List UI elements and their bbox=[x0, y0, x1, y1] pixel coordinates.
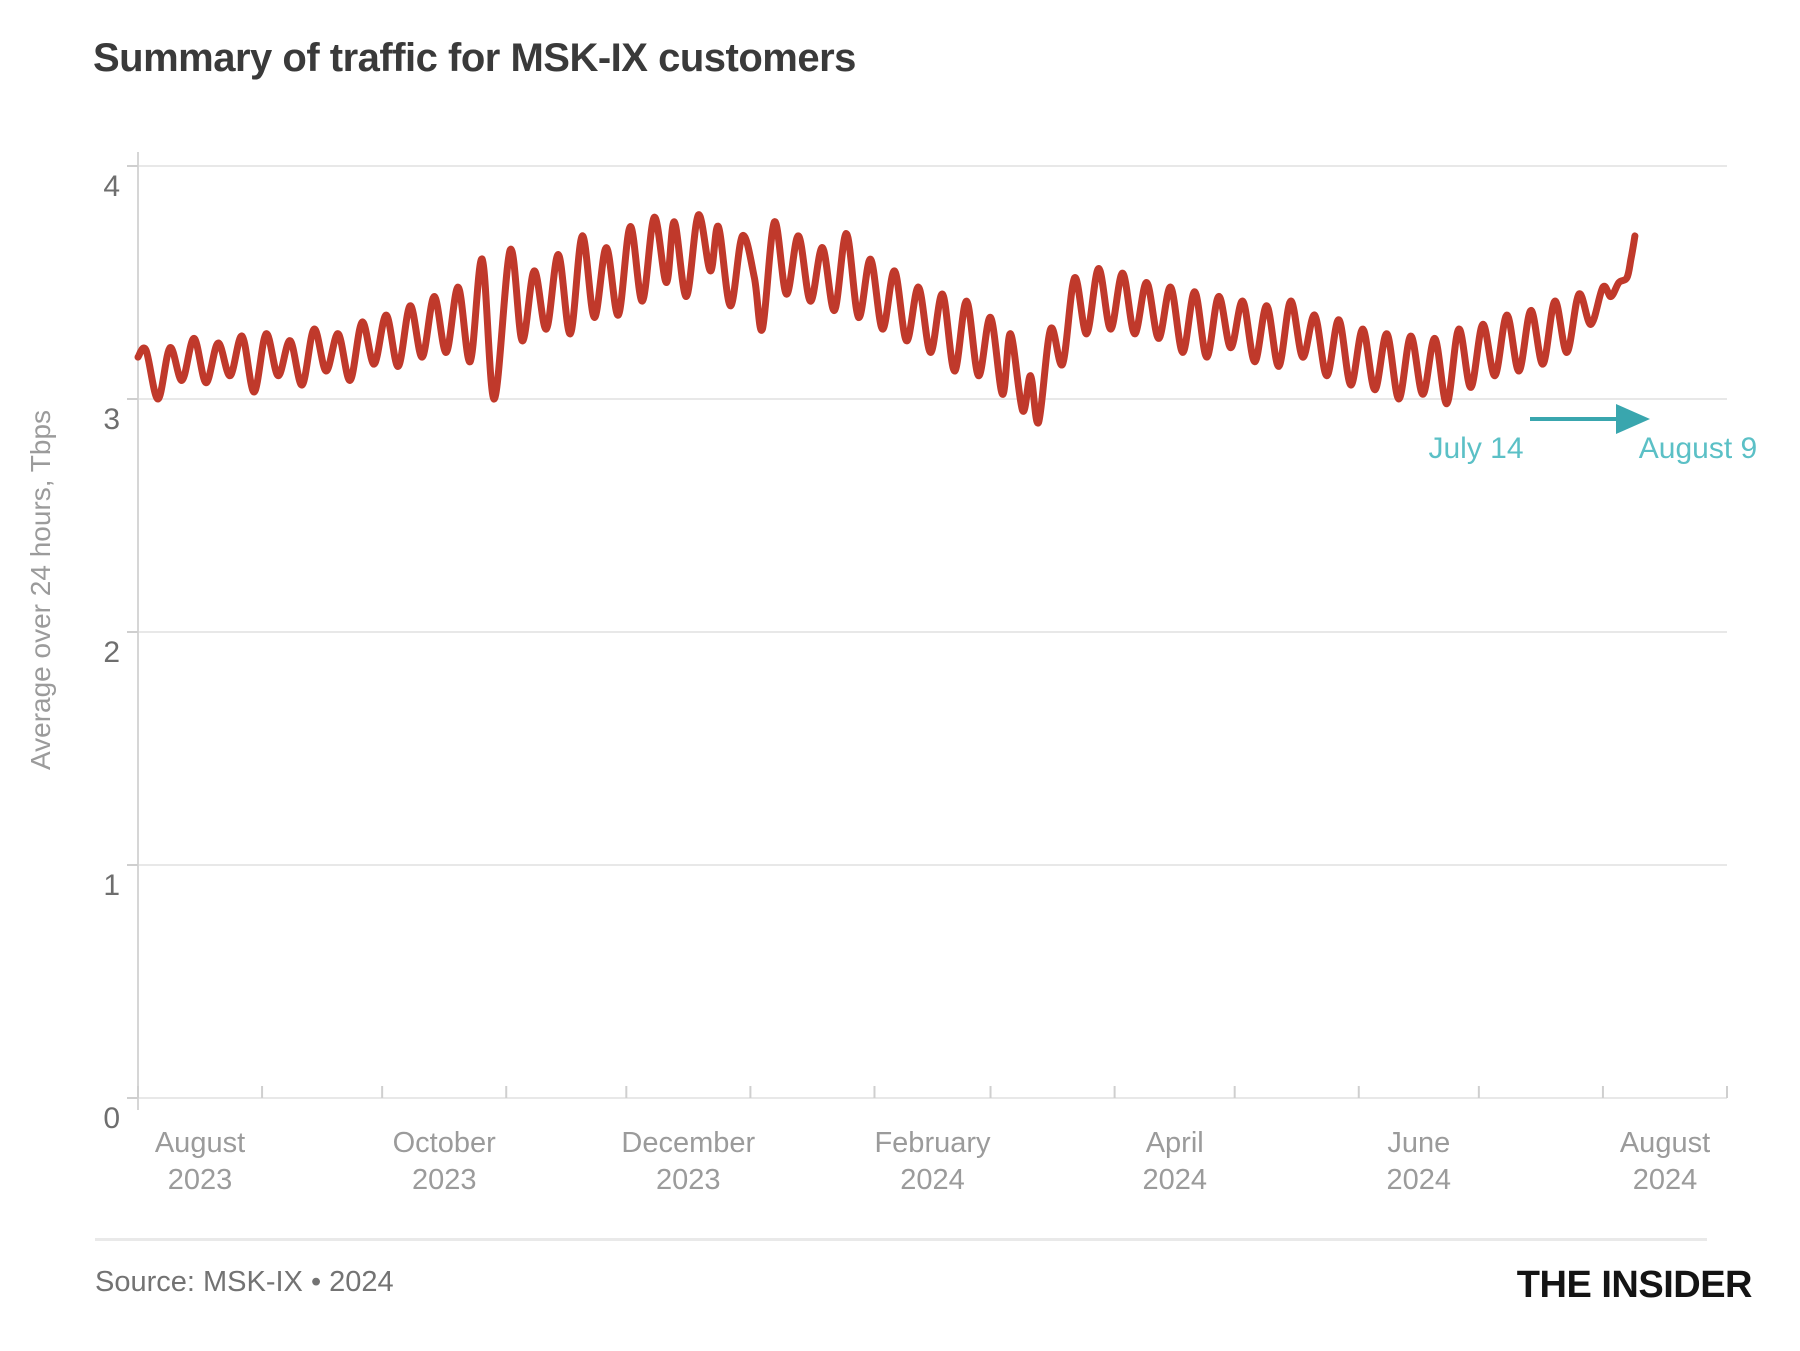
axis-ticks bbox=[127, 165, 1728, 1099]
y-tick-label-1: 1 bbox=[103, 869, 120, 902]
the-insider-logo: THE INSIDER bbox=[1516, 1264, 1753, 1306]
x-tick-label: February 2024 bbox=[874, 1127, 991, 1196]
y-tick-label-4: 4 bbox=[103, 170, 120, 203]
x-axis-tick-labels: August 2023 October 2023 December 2023 Febr… bbox=[155, 1127, 1710, 1196]
annotation-arrowhead-icon bbox=[1616, 404, 1650, 434]
page-title: Summary of traffic for MSK-IX customers bbox=[93, 36, 856, 80]
annotation-start-label: July 14 bbox=[1428, 432, 1523, 465]
y-tick-label-3: 3 bbox=[103, 403, 120, 436]
y-axis-tick-labels: 4 3 2 1 0 bbox=[103, 170, 120, 1135]
traffic-line-series bbox=[134, 211, 1639, 427]
x-tick-label: December 2023 bbox=[621, 1127, 755, 1196]
x-tick-label: August 2024 bbox=[1620, 1127, 1710, 1196]
period-annotation: July 14 August 9 bbox=[1428, 404, 1757, 465]
y-tick-label-0: 0 bbox=[103, 1102, 120, 1135]
x-tick-label: October 2023 bbox=[393, 1127, 496, 1196]
y-axis-title: Average over 24 hours, Tbps bbox=[25, 410, 56, 770]
footer-divider bbox=[95, 1238, 1707, 1241]
x-tick-label: June 2024 bbox=[1387, 1127, 1452, 1196]
x-tick-label: April 2024 bbox=[1142, 1127, 1207, 1196]
y-tick-label-2: 2 bbox=[103, 636, 120, 669]
x-tick-label: August 2023 bbox=[155, 1127, 245, 1196]
gridlines bbox=[138, 165, 1727, 1099]
annotation-end-label: August 9 bbox=[1639, 432, 1757, 465]
source-attribution: Source: MSK-IX • 2024 bbox=[95, 1266, 394, 1298]
